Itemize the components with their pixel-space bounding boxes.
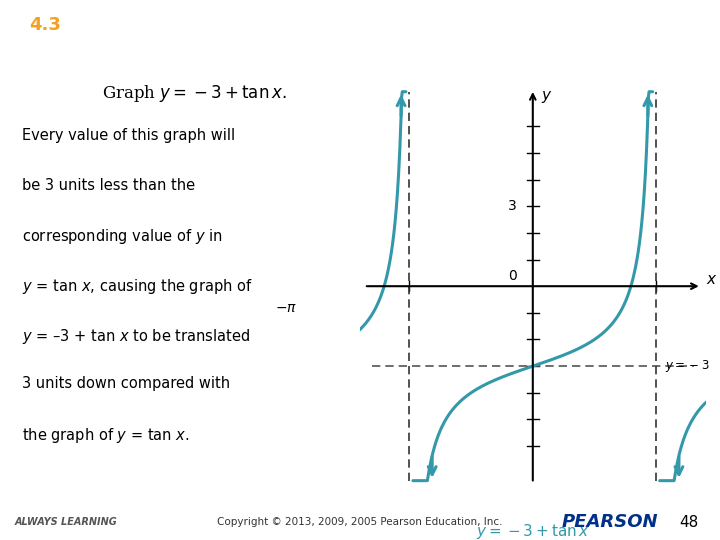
Text: 3 units down compared with: 3 units down compared with — [22, 376, 230, 391]
Text: $y = -3 + \tan x$: $y = -3 + \tan x$ — [476, 522, 590, 540]
Text: corresponding value of $y$ in: corresponding value of $y$ in — [22, 227, 222, 246]
Text: 48: 48 — [679, 515, 698, 530]
Text: $y = -3$: $y = -3$ — [665, 358, 709, 374]
Text: (page 164): (page 164) — [450, 51, 526, 65]
Text: 0: 0 — [508, 268, 517, 282]
Text: $y$ = –3 + tan $x$ to be translated: $y$ = –3 + tan $x$ to be translated — [22, 327, 250, 346]
Text: Every value of this graph will: Every value of this graph will — [22, 129, 235, 143]
Text: $-\pi$: $-\pi$ — [275, 301, 297, 315]
Text: 3: 3 — [508, 199, 517, 213]
Text: PEARSON: PEARSON — [562, 513, 658, 531]
Text: Graph $y = -3 + \tan x.$: Graph $y = -3 + \tan x.$ — [102, 83, 287, 104]
Text: a Vertical Translation: a Vertical Translation — [198, 49, 413, 66]
Text: Example 4 Graphing a Tangent Function With: Example 4 Graphing a Tangent Function Wi… — [83, 16, 539, 33]
Text: 4.3: 4.3 — [29, 16, 60, 33]
Text: $x$: $x$ — [706, 272, 717, 287]
Text: the graph of $y$ = tan $x$.: the graph of $y$ = tan $x$. — [22, 426, 189, 445]
Text: $y$: $y$ — [541, 89, 552, 105]
Text: $y$ = tan $x$, causing the graph of: $y$ = tan $x$, causing the graph of — [22, 277, 253, 296]
Text: be 3 units less than the: be 3 units less than the — [22, 178, 195, 193]
Text: ALWAYS LEARNING: ALWAYS LEARNING — [14, 517, 117, 527]
Text: Copyright © 2013, 2009, 2005 Pearson Education, Inc.: Copyright © 2013, 2009, 2005 Pearson Edu… — [217, 517, 503, 527]
